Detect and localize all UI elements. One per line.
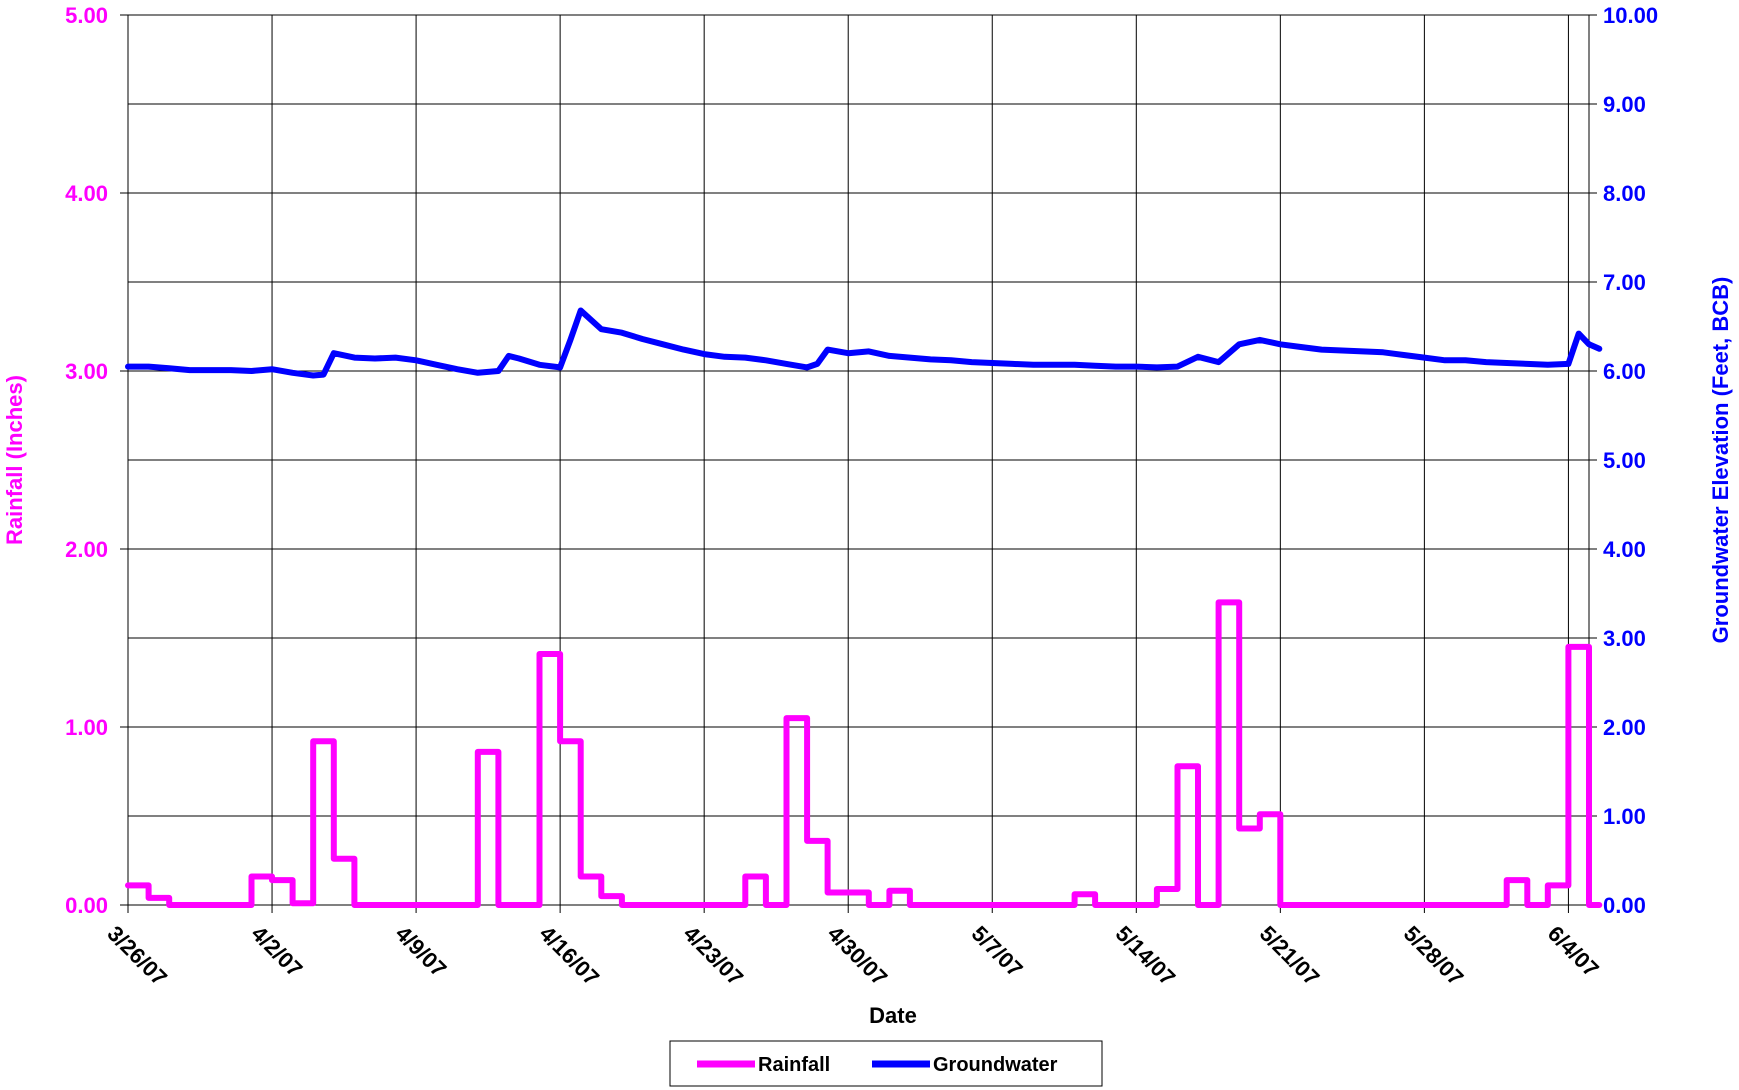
left-tick-label-2: 2.00 bbox=[65, 537, 108, 562]
series-lines bbox=[125, 307, 1603, 908]
x-tick-label-1: 4/2/07 bbox=[247, 921, 308, 982]
x-tick-label-6: 5/7/07 bbox=[967, 921, 1028, 982]
right-axis-ticks: 0.00 1.00 2.00 3.00 4.00 5.00 6.00 7.00 8.00 9.00… bbox=[1589, 3, 1658, 918]
x-axis-title: Date bbox=[869, 1003, 917, 1028]
groundwater-series-line bbox=[125, 307, 1603, 379]
left-tick-label-1: 1.00 bbox=[65, 715, 108, 740]
x-tick-label-0: 3/26/07 bbox=[102, 921, 172, 991]
x-tick-label-9: 5/28/07 bbox=[1399, 921, 1469, 991]
right-tick-label-3: 3.00 bbox=[1603, 626, 1646, 651]
y-axis-title-left: Rainfall (Inches) bbox=[2, 375, 27, 545]
x-tick-label-4: 4/23/07 bbox=[679, 921, 749, 991]
right-tick-label-10: 10.00 bbox=[1603, 3, 1658, 28]
x-tick-label-8: 5/21/07 bbox=[1255, 921, 1325, 991]
left-tick-label-3: 3.00 bbox=[65, 359, 108, 384]
right-tick-label-1: 1.00 bbox=[1603, 804, 1646, 829]
y-axis-title-right: Groundwater Elevation (Feet, BCB) bbox=[1708, 277, 1733, 644]
left-tick-label-4: 4.00 bbox=[65, 181, 108, 206]
x-axis-ticks: 3/26/07 4/2/07 4/9/07 4/16/07 4/23/07 4/30/07… bbox=[102, 905, 1604, 991]
right-tick-label-6: 6.00 bbox=[1603, 359, 1646, 384]
right-tick-label-5: 5.00 bbox=[1603, 448, 1646, 473]
rainfall-series-line bbox=[125, 599, 1603, 908]
left-tick-label-5: 5.00 bbox=[65, 3, 108, 28]
x-tick-label-10: 6/4/07 bbox=[1543, 921, 1604, 982]
legend: Rainfall Groundwater bbox=[669, 1040, 1103, 1087]
right-tick-label-9: 9.00 bbox=[1603, 92, 1646, 117]
right-tick-label-4: 4.00 bbox=[1603, 537, 1646, 562]
x-tick-label-5: 4/30/07 bbox=[823, 921, 893, 991]
right-tick-label-0: 0.00 bbox=[1603, 893, 1646, 918]
right-tick-label-2: 2.00 bbox=[1603, 715, 1646, 740]
left-axis-ticks: 0.00 1.00 2.00 3.00 4.00 5.00 bbox=[65, 3, 128, 918]
x-tick-label-7: 5/14/07 bbox=[1111, 921, 1181, 991]
legend-label-groundwater: Groundwater bbox=[933, 1054, 1058, 1076]
x-tick-label-2: 4/9/07 bbox=[391, 921, 452, 982]
right-tick-label-7: 7.00 bbox=[1603, 270, 1646, 295]
left-tick-label-0: 0.00 bbox=[65, 893, 108, 918]
x-tick-label-3: 4/16/07 bbox=[535, 921, 605, 991]
right-tick-label-8: 8.00 bbox=[1603, 181, 1646, 206]
legend-label-rainfall: Rainfall bbox=[758, 1054, 830, 1076]
